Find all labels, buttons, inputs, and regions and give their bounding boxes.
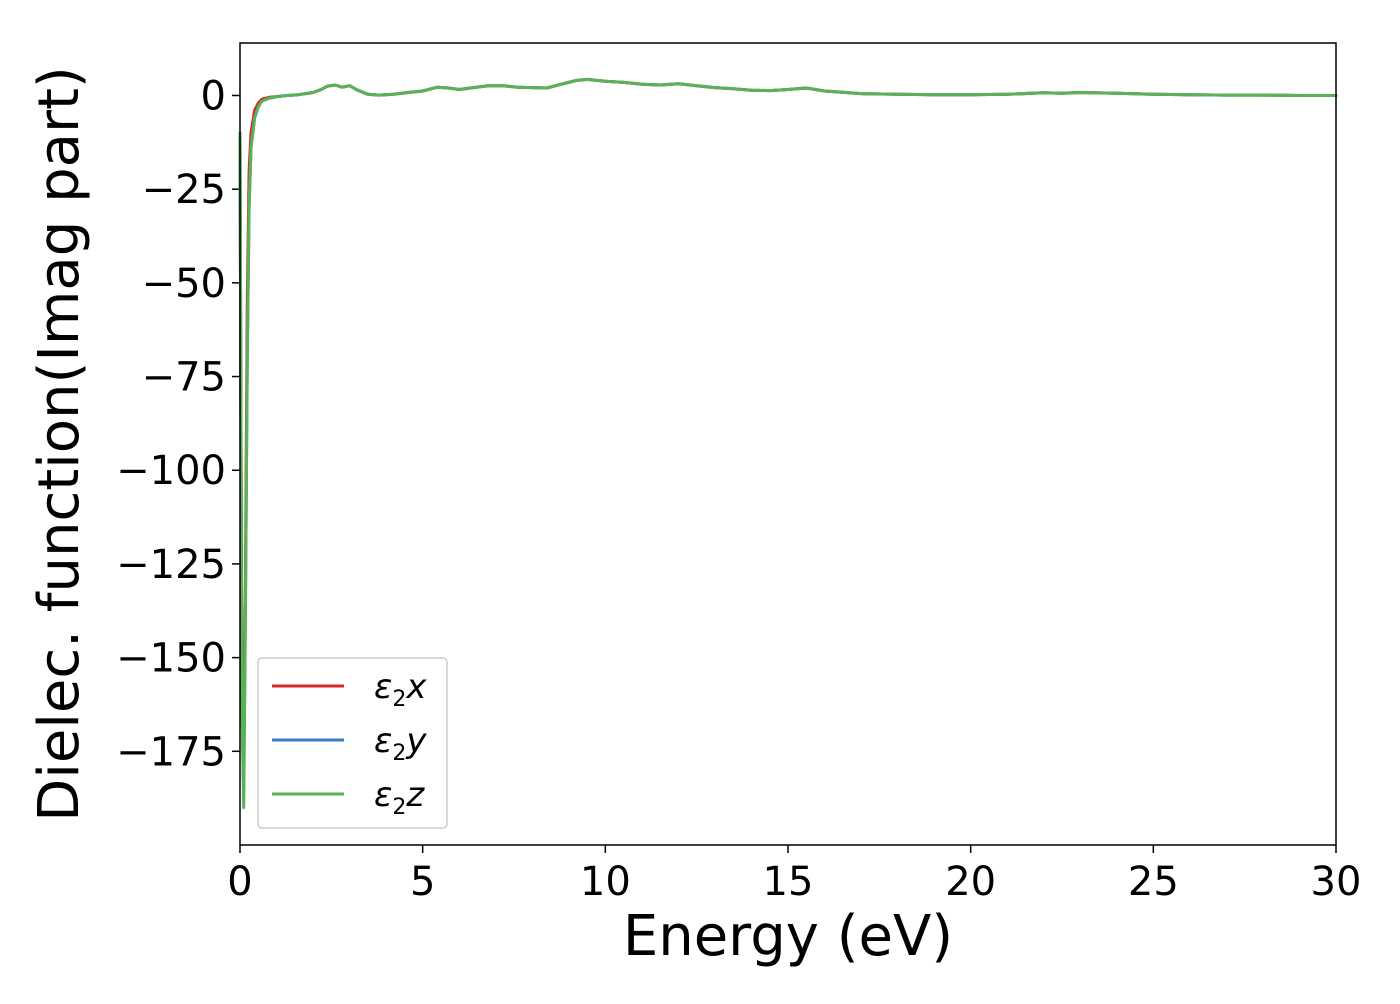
legend-subscript: 2 (392, 795, 406, 820)
x-tick-label: 20 (945, 859, 996, 905)
plot-area-frame (239, 42, 1337, 846)
legend-label: ε2z (374, 775, 425, 820)
legend-label: ε2x (374, 667, 427, 712)
legend-symbol: ε (374, 775, 392, 815)
y-tick-label: 0 (201, 73, 226, 119)
legend-subscript: 2 (392, 741, 406, 766)
x-tick-label: 30 (1311, 859, 1362, 905)
x-tick-label: 10 (580, 859, 631, 905)
y-tick-label: −25 (142, 167, 226, 213)
legend-box (257, 657, 448, 829)
x-axis-title: Energy (eV) (623, 904, 953, 969)
x-tick-label: 5 (410, 859, 435, 905)
legend-suffix: y (405, 721, 427, 761)
x-tick-label: 15 (763, 859, 814, 905)
y-tick-label: −175 (116, 729, 226, 775)
y-tick-label: −50 (142, 261, 226, 307)
legend-symbol: ε (374, 667, 392, 707)
y-tick-label: −125 (116, 542, 226, 588)
x-tick-label: 0 (227, 859, 252, 905)
y-tick-label: −100 (116, 448, 226, 494)
series-lines (238, 77, 1338, 809)
y-tick-label: −150 (116, 636, 226, 682)
legend-subscript: 2 (392, 687, 406, 712)
series-line-z (238, 77, 1338, 809)
legend-suffix: z (405, 775, 425, 815)
y-axis-title: Dielec. function(Imag part) (27, 66, 92, 822)
y-axis-ticks: 0 −25 −50 −75 −100 −125 −150 −175 (116, 73, 240, 775)
x-axis-ticks: 0 5 10 15 20 25 30 (227, 845, 1361, 905)
y-tick-label: −75 (142, 355, 226, 401)
legend-suffix: x (405, 667, 427, 707)
legend-symbol: ε (374, 721, 392, 761)
legend-label: ε2y (374, 721, 427, 766)
x-tick-label: 25 (1128, 859, 1179, 905)
